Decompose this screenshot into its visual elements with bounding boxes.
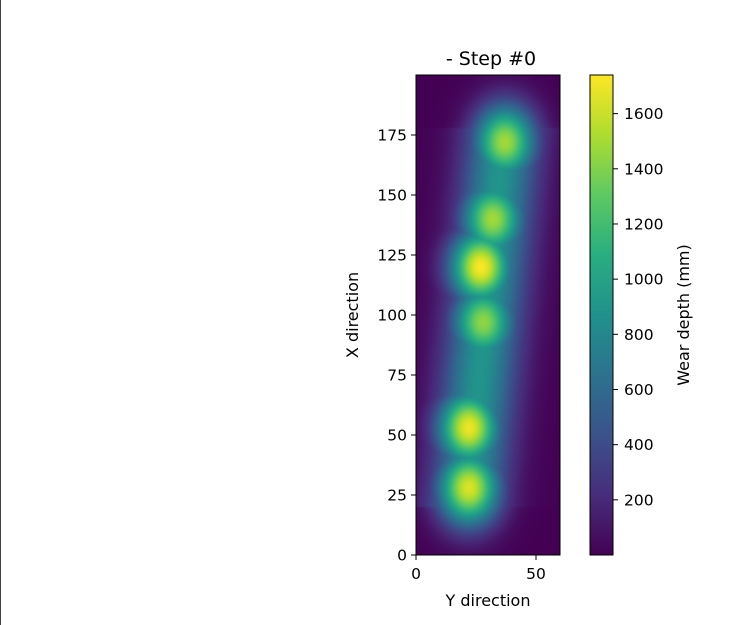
y-axis-label: X direction: [343, 272, 362, 358]
x-axis-ticks: 0 50: [411, 555, 546, 583]
colorbar-tick-label: 1600: [624, 105, 663, 123]
colorbar-label: Wear depth (mm): [674, 244, 693, 386]
y-tick-label: 125: [377, 247, 407, 265]
colorbar-tick-label: 1400: [624, 160, 663, 178]
y-tick-label: 25: [387, 487, 407, 505]
y-axis-ticks: 0 25 50 75 100 125 150 175: [377, 127, 416, 565]
heatmap-image: [416, 75, 560, 555]
y-tick-label: 150: [377, 187, 407, 205]
colorbar-ticks: 200 400 600 800 1000 1200 1400 1600: [613, 105, 663, 509]
y-tick-label: 0: [397, 547, 407, 565]
y-tick-label: 100: [377, 307, 407, 325]
x-tick-label: 50: [526, 565, 546, 583]
window-left-edge: [0, 0, 1, 625]
colorbar-tick-label: 600: [624, 381, 654, 399]
colorbar-tick-label: 1000: [624, 271, 663, 289]
colorbar: [589, 74, 614, 556]
x-axis-label: Y direction: [445, 591, 531, 610]
colorbar-tick-label: 800: [624, 326, 654, 344]
y-tick-label: 50: [387, 427, 407, 445]
colorbar-tick-label: 400: [624, 436, 654, 454]
x-tick-label: 0: [411, 565, 421, 583]
y-tick-label: 75: [387, 367, 407, 385]
y-tick-label: 175: [377, 127, 407, 145]
colorbar-tick-label: 200: [624, 491, 654, 509]
colorbar-tick-label: 1200: [624, 215, 663, 233]
chart-title: - Step #0: [446, 48, 536, 70]
